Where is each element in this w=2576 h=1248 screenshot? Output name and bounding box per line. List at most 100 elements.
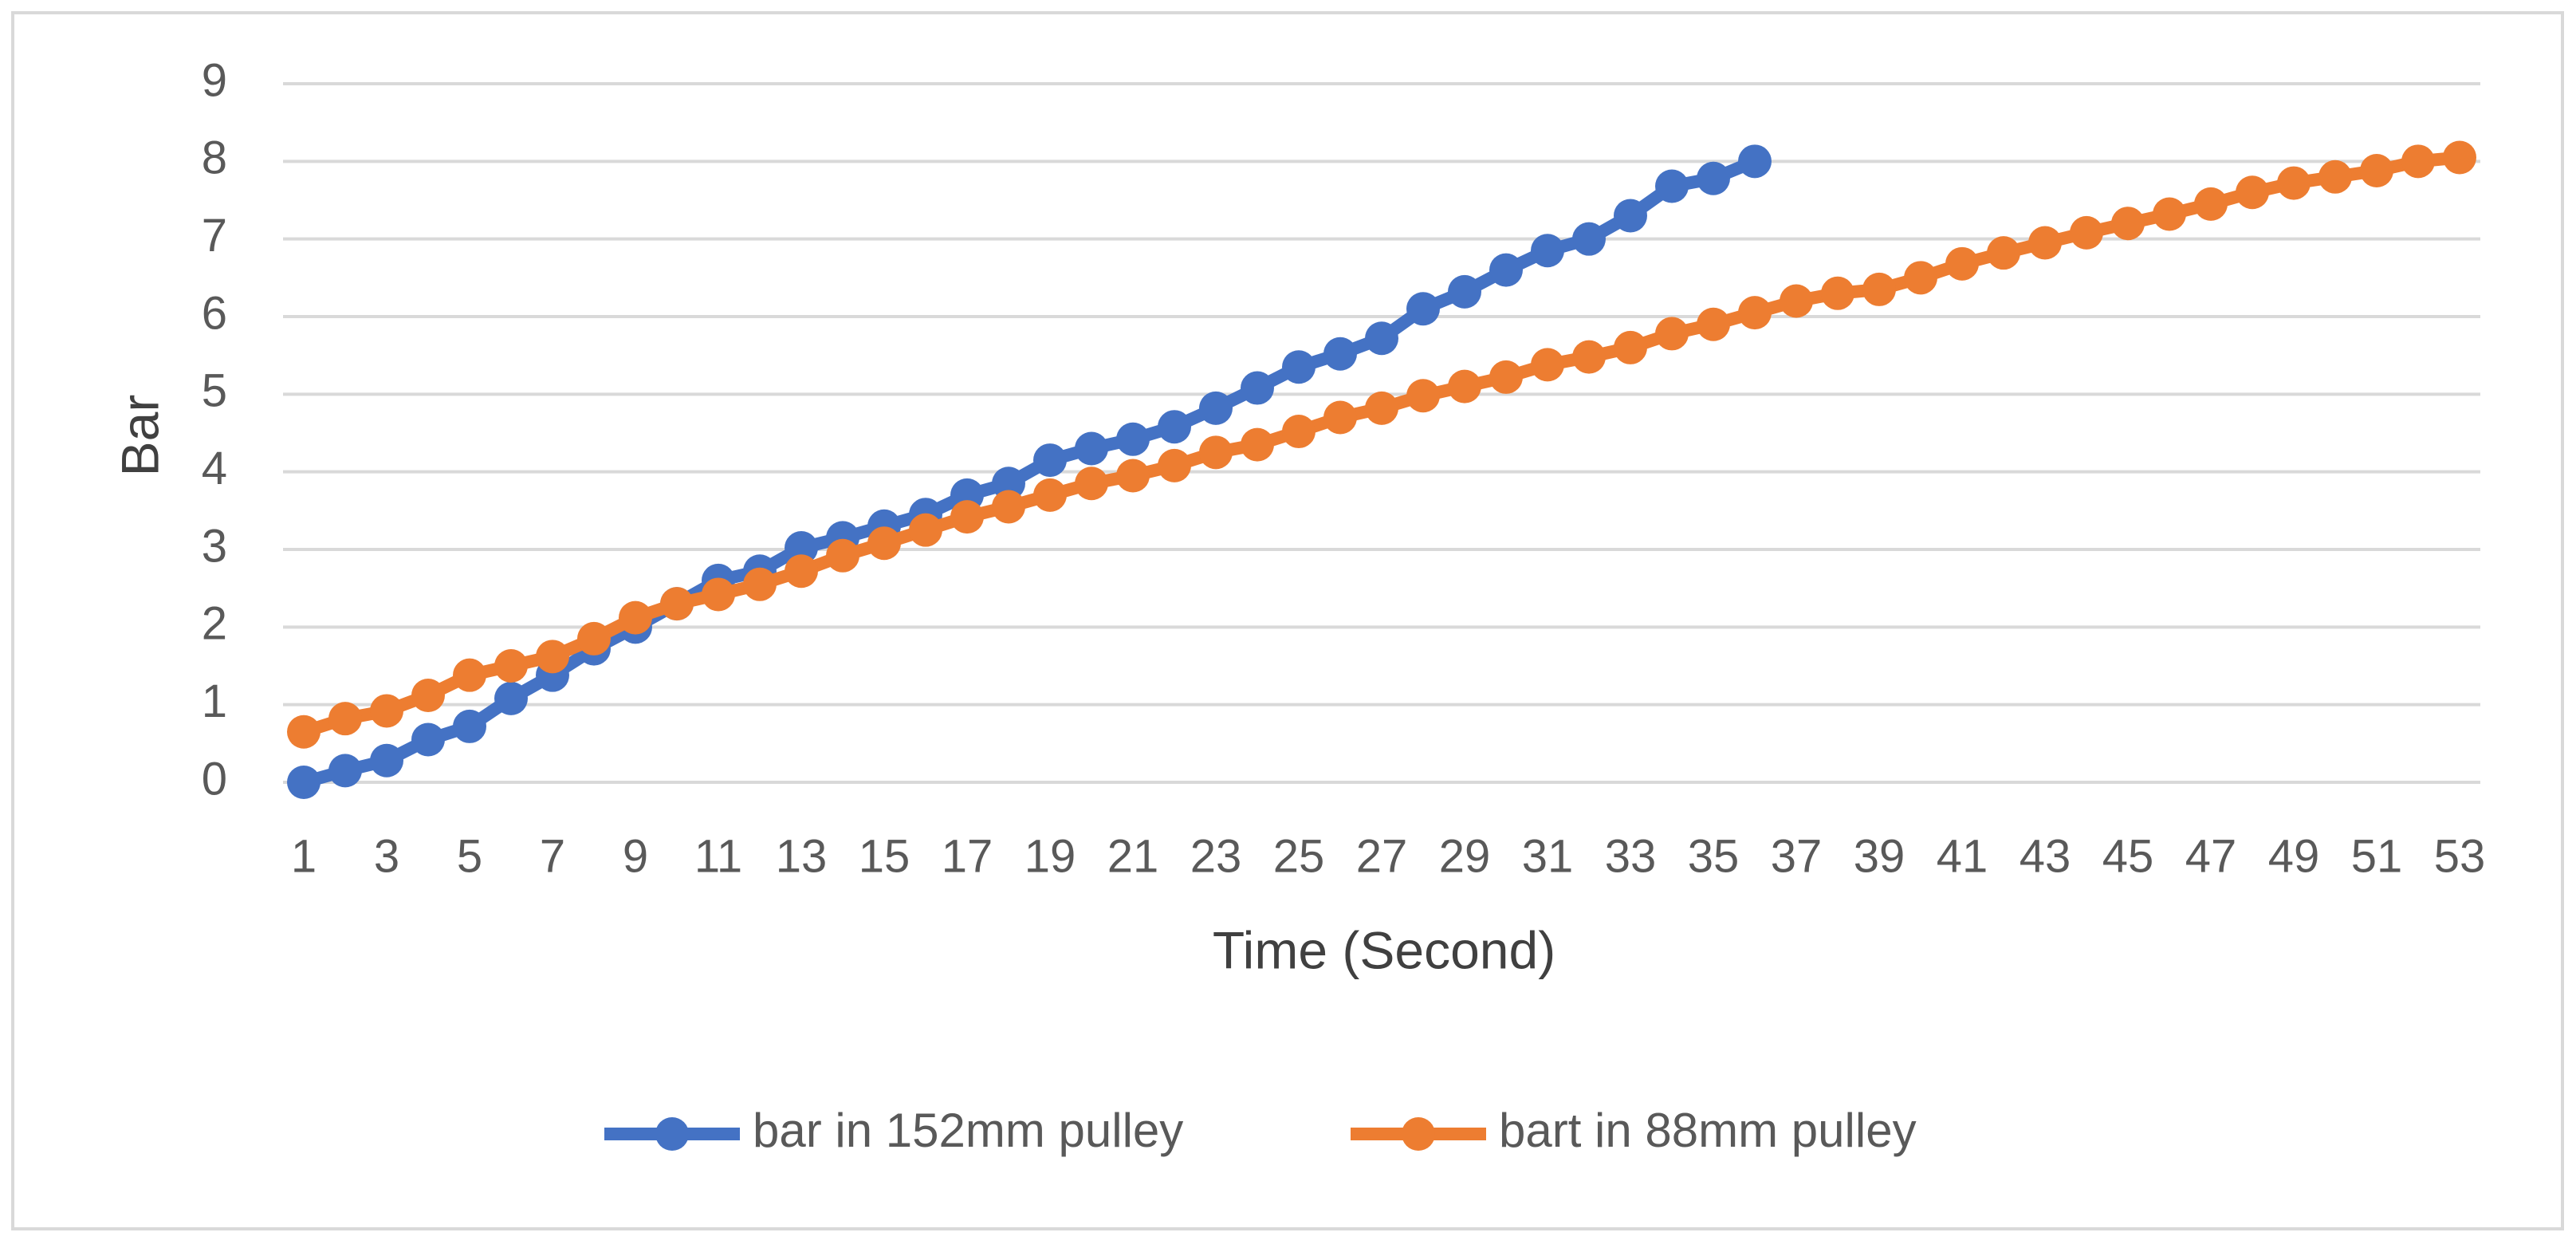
y-tick-label: 2 [202, 598, 227, 650]
point [1904, 261, 1937, 295]
x-tick-label: 5 [457, 830, 482, 882]
point [453, 658, 486, 692]
x-tick-label: 13 [776, 830, 828, 882]
point [2153, 197, 2186, 231]
point [1780, 284, 1813, 318]
point [1116, 459, 1150, 493]
y-tick-label: 5 [202, 365, 227, 417]
point [785, 554, 818, 589]
x-tick-label: 3 [374, 830, 399, 882]
point [1489, 253, 1523, 287]
point [2401, 144, 2435, 179]
point [1033, 443, 1067, 478]
point [411, 678, 445, 712]
x-tick-label: 25 [1273, 830, 1325, 882]
point [453, 709, 486, 743]
x-tick-label: 7 [540, 830, 565, 882]
point [2277, 166, 2311, 200]
point [1821, 276, 1854, 310]
point [1448, 274, 1481, 309]
point [1655, 169, 1689, 203]
point [1489, 360, 1523, 394]
point [992, 467, 1025, 501]
point [1199, 391, 1233, 425]
y-tick-label: 1 [202, 675, 227, 727]
point [1406, 379, 1440, 413]
point [785, 531, 818, 565]
point [1697, 307, 1730, 341]
point [1862, 272, 1896, 306]
x-tick-label: 37 [1771, 830, 1823, 882]
x-tick-label: 27 [1356, 830, 1408, 882]
point [536, 640, 569, 674]
point [577, 621, 611, 655]
point [1531, 234, 1564, 268]
point [328, 754, 362, 788]
point [1738, 296, 1772, 330]
chart-frame [11, 11, 2564, 1230]
point [1448, 369, 1481, 404]
legend-marker [655, 1117, 689, 1151]
x-tick-label: 29 [1439, 830, 1491, 882]
point [287, 766, 321, 799]
x-tick-label: 1 [291, 830, 317, 882]
legend-marker [1402, 1117, 1435, 1151]
point [2028, 226, 2062, 260]
point [1241, 427, 1274, 462]
point [743, 567, 777, 601]
point [1323, 400, 1357, 435]
point [494, 681, 528, 715]
x-tick-label: 39 [1854, 830, 1905, 882]
point [2360, 154, 2393, 188]
point [494, 649, 528, 683]
point [1987, 236, 2020, 270]
x-tick-label: 17 [942, 830, 993, 882]
point [1365, 391, 1398, 425]
x-tick-label: 47 [2185, 830, 2237, 882]
point [2111, 207, 2145, 241]
x-tick-label: 9 [623, 830, 648, 882]
point [2194, 187, 2228, 221]
point [992, 490, 1025, 524]
point [1116, 422, 1150, 456]
point [328, 702, 362, 736]
point [1572, 340, 1606, 374]
point [1282, 350, 1316, 384]
legend-label: bart in 88mm pulley [1499, 1104, 1917, 1157]
point [1614, 330, 1647, 364]
y-tick-label: 4 [202, 443, 227, 494]
y-tick-label: 8 [202, 132, 227, 184]
y-axis-title: Bar [110, 395, 169, 477]
point [1655, 317, 1689, 351]
x-tick-label: 35 [1688, 830, 1740, 882]
point [660, 587, 694, 621]
y-tick-label: 0 [202, 753, 227, 805]
point [370, 743, 403, 778]
y-tick-label: 6 [202, 287, 227, 339]
x-tick-label: 41 [1937, 830, 1988, 882]
x-tick-label: 49 [2268, 830, 2320, 882]
x-tick-label: 11 [694, 830, 742, 882]
point [1033, 478, 1067, 512]
x-axis-title: Time (Second) [1213, 920, 1555, 979]
point [1199, 435, 1233, 470]
point [1075, 431, 1108, 466]
point [370, 694, 403, 728]
point [1241, 371, 1274, 405]
x-tick-label: 33 [1605, 830, 1657, 882]
point [287, 715, 321, 749]
point [1945, 246, 1979, 281]
point [867, 526, 901, 561]
point [411, 722, 445, 757]
y-tick-label: 9 [202, 54, 227, 106]
y-tick-label: 7 [202, 210, 227, 262]
point [1531, 348, 1564, 382]
y-tick-label: 3 [202, 520, 227, 572]
point [826, 538, 859, 573]
point [1572, 222, 1606, 256]
x-tick-label: 23 [1190, 830, 1242, 882]
x-tick-label: 15 [859, 830, 910, 882]
point [1158, 410, 1191, 444]
point [1158, 448, 1191, 482]
